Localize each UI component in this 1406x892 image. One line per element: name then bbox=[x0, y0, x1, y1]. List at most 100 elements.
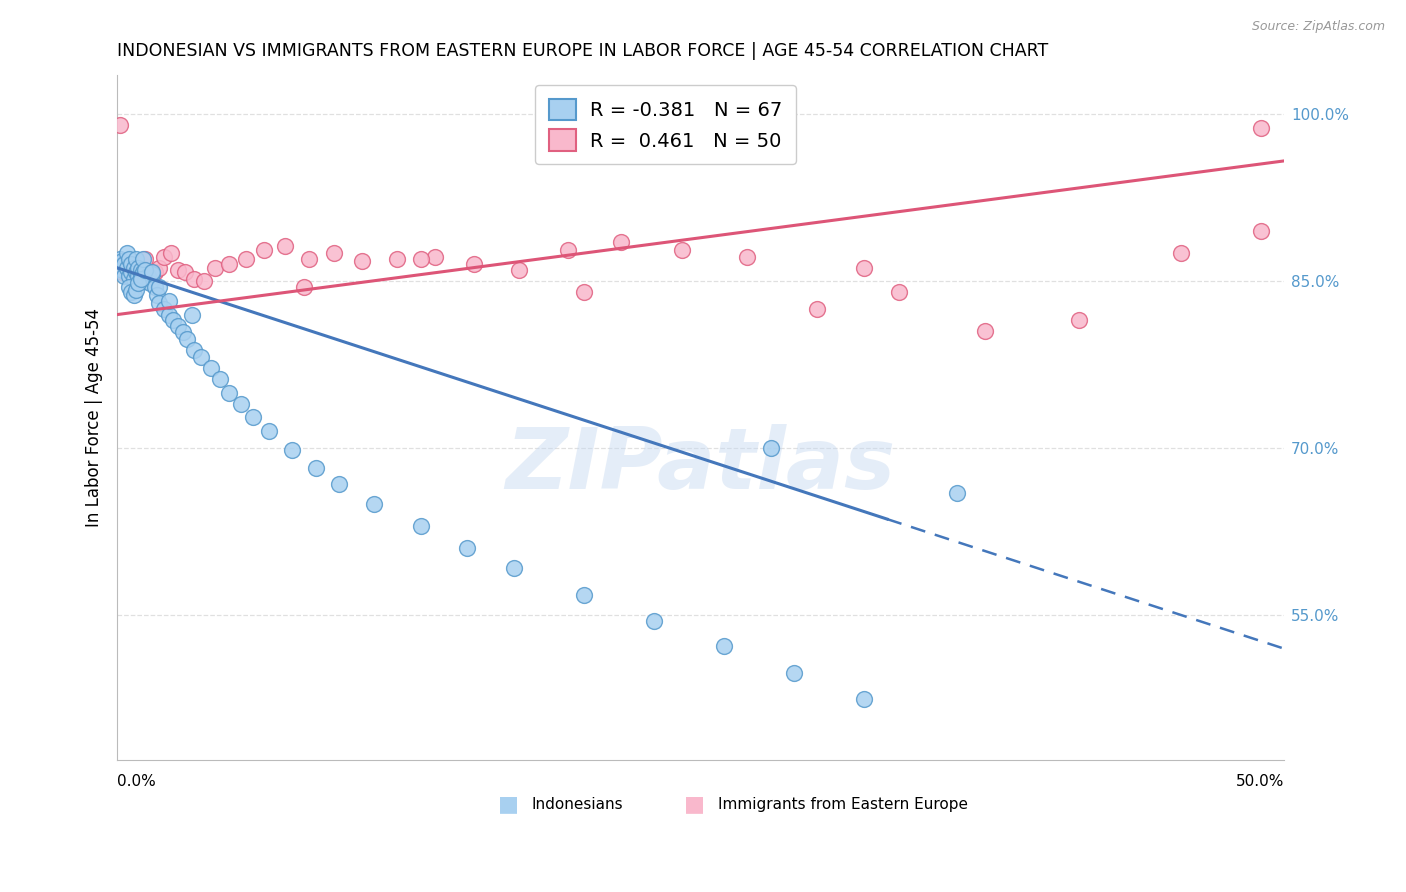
Point bbox=[218, 385, 240, 400]
Point bbox=[122, 260, 145, 275]
Point bbox=[190, 350, 212, 364]
Point bbox=[127, 269, 149, 284]
Point bbox=[852, 691, 875, 706]
Point bbox=[134, 263, 156, 277]
Point bbox=[141, 265, 163, 279]
Point bbox=[208, 372, 231, 386]
Text: Source: ZipAtlas.com: Source: ZipAtlas.com bbox=[1251, 20, 1385, 33]
Text: 0.0%: 0.0% bbox=[117, 773, 156, 789]
Point bbox=[1250, 120, 1272, 135]
Point bbox=[132, 252, 155, 266]
Point bbox=[125, 268, 148, 282]
Point bbox=[143, 279, 166, 293]
Point bbox=[136, 268, 159, 282]
Point bbox=[887, 285, 910, 300]
Point bbox=[456, 541, 478, 556]
Point bbox=[713, 640, 735, 654]
Point bbox=[204, 260, 226, 275]
Point bbox=[166, 318, 188, 333]
Point bbox=[153, 301, 176, 316]
Point bbox=[120, 257, 142, 271]
Point bbox=[139, 265, 162, 279]
Point bbox=[173, 265, 195, 279]
Point bbox=[852, 260, 875, 275]
Point bbox=[112, 257, 135, 271]
Text: Indonesians: Indonesians bbox=[531, 797, 623, 812]
Point bbox=[115, 260, 138, 275]
Point bbox=[115, 260, 138, 275]
Y-axis label: In Labor Force | Age 45-54: In Labor Force | Age 45-54 bbox=[86, 308, 103, 527]
Point bbox=[134, 274, 156, 288]
Point bbox=[643, 614, 665, 628]
Point bbox=[385, 252, 408, 266]
Point bbox=[146, 287, 169, 301]
Point bbox=[118, 268, 141, 283]
Point bbox=[409, 252, 432, 266]
Point bbox=[176, 332, 198, 346]
Point bbox=[134, 252, 156, 266]
Point bbox=[304, 461, 326, 475]
Point bbox=[166, 263, 188, 277]
Point bbox=[139, 277, 162, 291]
Point bbox=[274, 238, 297, 252]
Point bbox=[115, 246, 138, 260]
Point bbox=[153, 250, 176, 264]
Point bbox=[235, 252, 257, 266]
Point bbox=[323, 246, 346, 260]
Point bbox=[183, 272, 205, 286]
Point bbox=[363, 497, 385, 511]
Point bbox=[423, 250, 446, 264]
Point bbox=[125, 265, 148, 279]
Point bbox=[129, 272, 152, 286]
Point bbox=[253, 243, 276, 257]
Point bbox=[974, 324, 997, 338]
Point bbox=[572, 588, 595, 602]
Point bbox=[127, 260, 149, 275]
Point bbox=[129, 260, 152, 275]
Point bbox=[172, 326, 194, 340]
Point bbox=[257, 425, 280, 439]
Point bbox=[292, 279, 315, 293]
Point bbox=[112, 268, 135, 283]
Point bbox=[118, 279, 141, 293]
Point bbox=[352, 254, 374, 268]
Point bbox=[946, 485, 969, 500]
Point bbox=[118, 252, 141, 266]
Point bbox=[162, 313, 184, 327]
Point bbox=[328, 476, 350, 491]
Text: ■: ■ bbox=[498, 795, 519, 814]
Point bbox=[111, 265, 134, 279]
Point bbox=[806, 301, 828, 316]
Point bbox=[502, 561, 524, 575]
Point bbox=[111, 263, 134, 277]
Point bbox=[229, 397, 252, 411]
Point bbox=[132, 265, 155, 279]
Point bbox=[1250, 224, 1272, 238]
Point bbox=[108, 252, 131, 266]
Point bbox=[409, 519, 432, 533]
Point bbox=[759, 441, 782, 455]
Point bbox=[572, 285, 595, 300]
Legend: R = -0.381   N = 67, R =  0.461   N = 50: R = -0.381 N = 67, R = 0.461 N = 50 bbox=[536, 85, 796, 164]
Point bbox=[671, 243, 693, 257]
Point bbox=[297, 252, 319, 266]
Point bbox=[157, 294, 180, 309]
Point bbox=[183, 343, 205, 358]
Point bbox=[1170, 246, 1192, 260]
Point bbox=[132, 265, 155, 279]
Point bbox=[118, 263, 141, 277]
Point bbox=[193, 274, 215, 288]
Point bbox=[463, 257, 485, 271]
Point bbox=[111, 254, 134, 268]
Point bbox=[148, 260, 170, 275]
Point bbox=[120, 285, 142, 300]
Text: ■: ■ bbox=[685, 795, 706, 814]
Point bbox=[122, 272, 145, 286]
Point bbox=[610, 235, 633, 250]
Point bbox=[148, 296, 170, 310]
Point bbox=[735, 250, 758, 264]
Point bbox=[557, 243, 579, 257]
Text: 50.0%: 50.0% bbox=[1236, 773, 1284, 789]
Text: INDONESIAN VS IMMIGRANTS FROM EASTERN EUROPE IN LABOR FORCE | AGE 45-54 CORRELAT: INDONESIAN VS IMMIGRANTS FROM EASTERN EU… bbox=[117, 42, 1049, 60]
Point bbox=[122, 287, 145, 301]
